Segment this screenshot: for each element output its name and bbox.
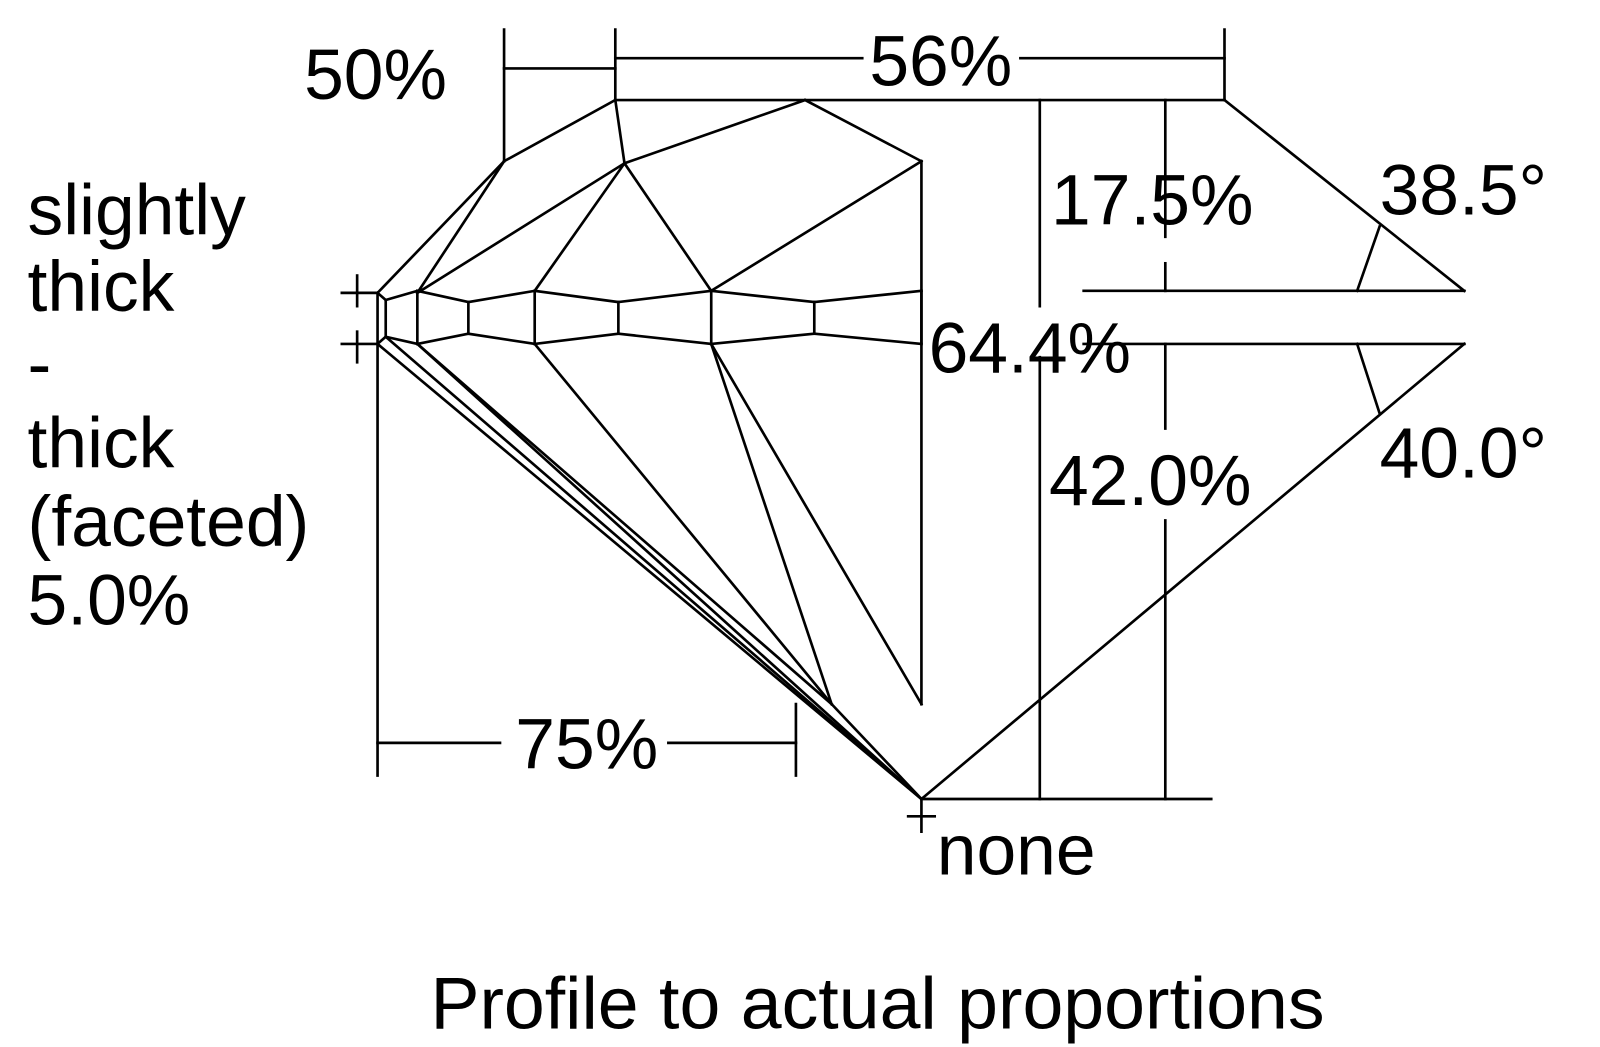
- label-total-depth: 64.4%: [929, 308, 1131, 388]
- crown-facet-edge: [415, 159, 506, 295]
- label-culet: none: [937, 811, 1096, 891]
- girdle-edge: [533, 289, 620, 304]
- girdle-line: thick: [28, 403, 175, 483]
- crown-angle-edge: [1222, 98, 1467, 293]
- crown-facet-edge: [613, 98, 626, 165]
- pavilion-facet-edge: [709, 342, 924, 706]
- crown-facet-edge: [622, 161, 714, 293]
- pavilion-facet-edge: [829, 702, 924, 801]
- dimension-lines: [340, 28, 1466, 833]
- pavilion-angle-edge: [919, 342, 1467, 801]
- label-table-to-star: 50%: [304, 35, 447, 115]
- crown-facet-edge: [803, 98, 924, 164]
- girdle-edge: [466, 332, 537, 346]
- girdle-edge: [616, 332, 713, 346]
- caption: Profile to actual proportions: [430, 962, 1324, 1045]
- girdle-edge: [415, 332, 470, 346]
- crown-facet-edge: [709, 159, 924, 293]
- girdle-line: slightly: [28, 171, 247, 251]
- pavilion-angle-arc: [1355, 342, 1382, 415]
- label-table-percent: 56%: [869, 22, 1012, 102]
- girdle-edge: [375, 334, 388, 346]
- label-pavilion-depth: 42.0%: [1049, 441, 1251, 521]
- girdle-edge: [384, 335, 419, 346]
- girdle-edge: [375, 291, 388, 302]
- crown-facet-edge: [532, 161, 627, 293]
- girdle-percent: 5.0%: [28, 561, 191, 641]
- girdle-edge: [533, 332, 620, 346]
- girdle-edge: [709, 289, 816, 304]
- crown-facet-edge: [415, 161, 627, 295]
- crown-facet-edge: [502, 98, 618, 164]
- crown-facet-edge: [622, 98, 807, 165]
- label-crown-angle: 38.5°: [1380, 150, 1548, 230]
- pavilion-facet-edge: [375, 342, 924, 801]
- girdle-edge: [415, 289, 470, 304]
- girdle-line: thick: [28, 247, 175, 327]
- girdle-edge: [466, 289, 537, 304]
- label-lower-half: 75%: [515, 704, 658, 784]
- girdle-line: -: [28, 324, 52, 404]
- pavilion-facet-edge: [383, 334, 924, 801]
- girdle-edge: [812, 332, 923, 346]
- crown-facet-edge: [375, 159, 506, 295]
- pavilion-facet-edge: [415, 342, 924, 801]
- pavilion-facet-edge: [709, 342, 834, 706]
- pavilion-facet-edge: [532, 342, 834, 706]
- label-pavilion-angle: 40.0°: [1380, 414, 1548, 494]
- girdle-edge: [812, 289, 923, 304]
- diamond-outline: [375, 98, 1467, 801]
- girdle-edge: [384, 289, 419, 302]
- label-girdle: slightly thick - thick (faceted) 5.0%: [28, 171, 310, 641]
- crown-angle-arc: [1355, 224, 1382, 293]
- girdle-edge: [616, 289, 713, 304]
- girdle-edge: [709, 332, 816, 346]
- girdle-line: (faceted): [28, 482, 310, 562]
- pavilion-facet-edge: [415, 342, 834, 706]
- label-crown-height: 17.5%: [1051, 161, 1253, 241]
